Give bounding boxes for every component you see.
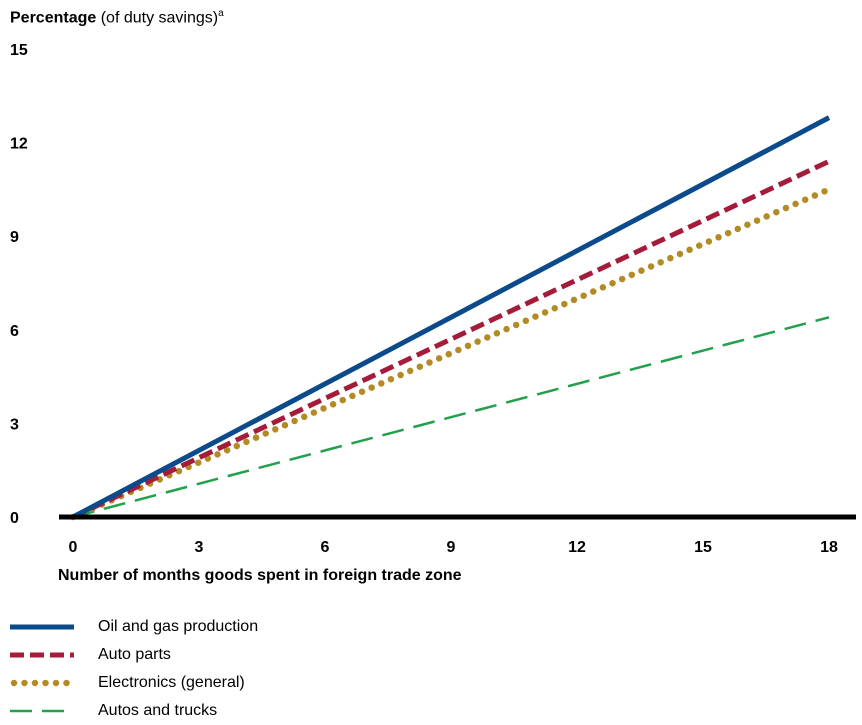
legend-swatch [10,679,74,687]
legend-label: Electronics (general) [98,674,245,691]
y-tick-label: 9 [10,229,19,246]
legend-label: Oil and gas production [98,618,259,635]
legend-swatch [10,652,74,658]
x-tick-label: 6 [321,539,330,556]
legend-item: Electronics (general) [10,669,258,697]
legend-swatch [10,709,74,713]
y-tick-label: 6 [10,323,19,340]
series-line [71,115,831,520]
legend-label: Autos and trucks [98,702,218,719]
x-tick-label: 15 [694,539,712,556]
line-chart: 0 3 6 9 12 15 0 3 6 9 12 15 18 [10,42,856,556]
legend-swatch [10,624,74,630]
x-tick-label: 9 [447,539,456,556]
legend: Oil and gas production Auto parts Electron… [10,613,258,725]
x-tick-label: 0 [69,539,78,556]
y-tick-label: 15 [10,42,28,59]
series-line [71,159,831,520]
legend-item: Auto parts [10,641,258,669]
chart-title-main: Percentage [10,9,97,27]
x-tick-label: 18 [820,539,838,556]
series-line [72,316,830,519]
legend-item: Oil and gas production [10,613,258,641]
legend-label: Auto parts [98,646,171,663]
x-tick-label: 12 [568,539,586,556]
series-line [69,186,833,521]
y-tick-label: 12 [10,136,28,153]
legend-item: Autos and trucks [10,697,258,725]
x-tick-label: 3 [195,539,204,556]
y-tick-label: 0 [10,510,19,527]
y-tick-label: 3 [10,416,19,433]
x-axis-label: Number of months goods spent in foreign … [58,567,462,584]
chart-title-suffix: (of duty savings) [100,9,219,27]
chart-title-footnote: a [218,8,224,19]
chart-title: Percentage (of duty savings)a [10,8,224,27]
